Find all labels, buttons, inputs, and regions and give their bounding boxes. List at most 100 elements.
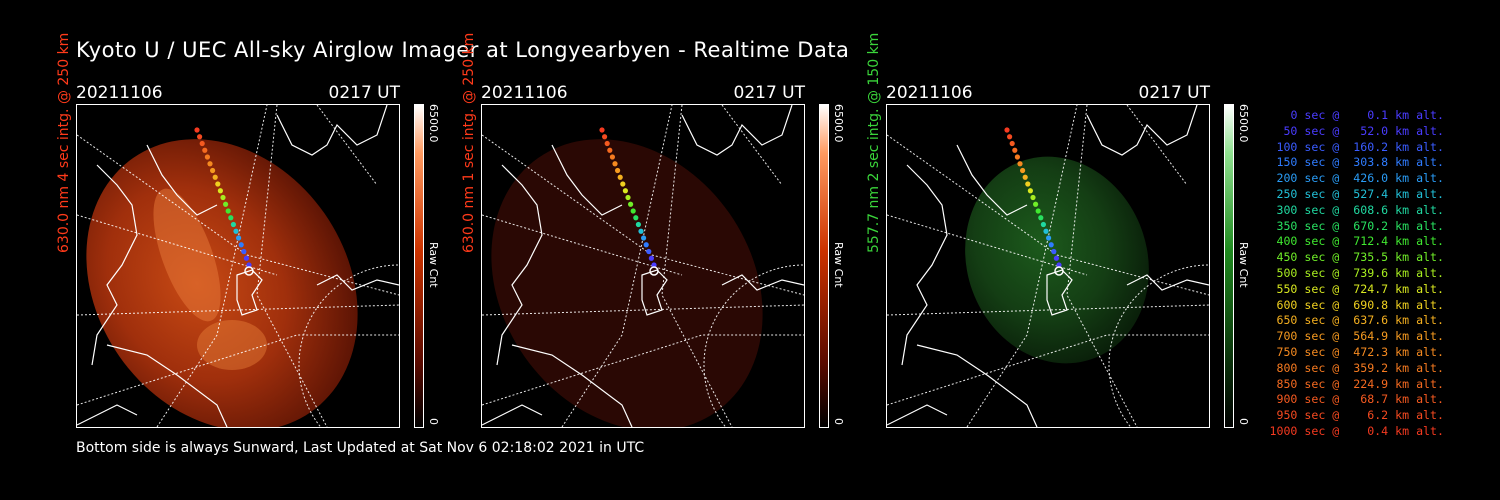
legend-row: 0 sec @ 0.1 km alt. [1290,108,1444,122]
legend-row: 900 sec @ 68.7 km alt. [1276,392,1444,407]
track-marker [615,167,621,174]
legend-row: 850 sec @ 224.9 km alt. [1276,376,1444,391]
track-marker [1043,228,1049,234]
track-marker [199,140,205,147]
track-marker [1014,154,1020,160]
panel-time: 0217 UT [328,83,401,103]
geographic-grid [482,105,804,427]
legend-row: 500 sec @ 739.6 km alt. [1276,265,1444,280]
track-marker [215,181,221,187]
geographic-grid [77,105,399,427]
track-marker [197,134,203,140]
track-marker [241,248,247,255]
legend-row: 350 sec @ 670.2 km alt. [1276,218,1444,233]
legend-row: 600 sec @ 690.8 km alt. [1276,297,1444,312]
legend-row: 200 sec @ 426.0 km alt. [1276,171,1444,186]
track-marker [212,174,218,180]
allsky-image-630nm-4s[interactable] [76,104,400,428]
legend-row: 250 sec @ 527.4 km alt. [1276,186,1444,201]
colorbar-unit: Raw Cnt [832,242,845,288]
imager-panel-2: 20211106 0217 UT [481,83,811,428]
legend-row: 650 sec @ 637.6 km alt. [1276,313,1444,328]
track-marker [202,147,208,153]
track-marker [1048,242,1054,248]
legend-row: 100 sec @ 160.2 km alt. [1276,139,1444,154]
colorbar-min: 0 [427,418,440,425]
legend-row: 50 sec @ 52.0 km alt. [1283,123,1444,138]
track-marker [1022,174,1028,180]
panel-date: 20211106 [886,83,973,103]
track-marker [1025,181,1031,187]
imager-panel-3: 20211106 0217 UT [886,83,1216,428]
track-marker [1035,208,1041,214]
track-marker [230,221,236,228]
track-marker [1007,134,1013,140]
track-marker [1030,194,1036,201]
track-marker [243,255,249,261]
track-marker [246,262,252,268]
panel-wavelength-label: 630.0 nm 4 sec intg. @ 250 km [56,32,72,253]
track-marker [1033,201,1039,207]
track-marker [643,242,649,248]
track-marker [602,134,608,140]
track-marker [204,154,210,160]
track-marker [236,235,242,241]
track-marker [630,208,636,214]
track-marker [1053,255,1059,261]
satellite-track [599,127,659,276]
colorbar-min: 0 [832,418,845,425]
track-marker [604,140,610,147]
track-marker [220,194,226,201]
aurora-bright-region [197,320,267,370]
track-marker [1020,167,1026,174]
aurora-bright-region [153,188,221,322]
track-marker [207,161,213,167]
panel-date: 20211106 [76,83,163,103]
allsky-image-630nm-1s[interactable] [481,104,805,428]
legend-row: 750 sec @ 472.3 km alt. [1276,344,1444,359]
track-marker [1017,161,1023,167]
legend-row: 300 sec @ 608.6 km alt. [1276,202,1444,217]
colorbar [1224,104,1234,428]
colorbar-max: 6500.0 [832,104,845,143]
legend-row: 550 sec @ 724.7 km alt. [1276,281,1444,296]
track-marker [225,208,231,214]
track-marker [1051,248,1057,255]
track-marker [1038,215,1044,221]
panel-date: 20211106 [481,83,568,103]
colorbar-max: 6500.0 [1237,104,1250,143]
track-marker [635,221,641,228]
track-marker [607,147,613,153]
footer-status: Bottom side is always Sunward, Last Upda… [76,440,645,456]
legend-row: 800 sec @ 359.2 km alt. [1276,360,1444,375]
track-marker [217,188,223,194]
legend-row: 1000 sec @ 0.4 km alt. [1269,423,1444,438]
panel-time: 0217 UT [1138,83,1211,103]
imager-panel-1: 20211106 0217 UT [76,83,406,428]
track-marker [233,228,239,234]
track-marker [641,235,647,241]
track-marker [609,154,615,160]
track-marker [651,262,657,268]
track-marker [1009,140,1015,147]
allsky-image-557nm-2s[interactable] [886,104,1210,428]
track-marker [622,188,628,194]
track-marker [194,127,200,133]
colorbar-unit: Raw Cnt [1237,242,1250,288]
satellite-track-legend: 0 sec @ 0.1 km alt. 50 sec @ 52.0 km alt.… [1262,108,1444,440]
colorbar-max: 6500.0 [427,104,440,143]
coastline [887,105,1209,427]
panel-time: 0217 UT [733,83,806,103]
track-end-marker [649,266,659,276]
satellite-track [1004,127,1064,276]
allsky-image-graphic [482,105,804,427]
legend-row: 150 sec @ 303.8 km alt. [1276,155,1444,170]
colorbar [819,104,829,428]
allsky-image-graphic [77,105,399,427]
legend-row: 950 sec @ 6.2 km alt. [1276,408,1444,423]
track-marker [1056,262,1062,268]
airglow-disk [86,139,358,427]
track-end-marker [1054,266,1064,276]
track-marker [599,127,605,133]
track-marker [1046,235,1052,241]
